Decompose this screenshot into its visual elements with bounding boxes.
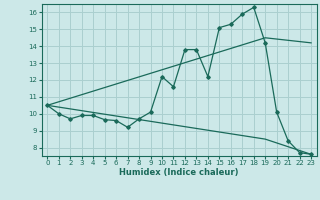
X-axis label: Humidex (Indice chaleur): Humidex (Indice chaleur) <box>119 168 239 177</box>
